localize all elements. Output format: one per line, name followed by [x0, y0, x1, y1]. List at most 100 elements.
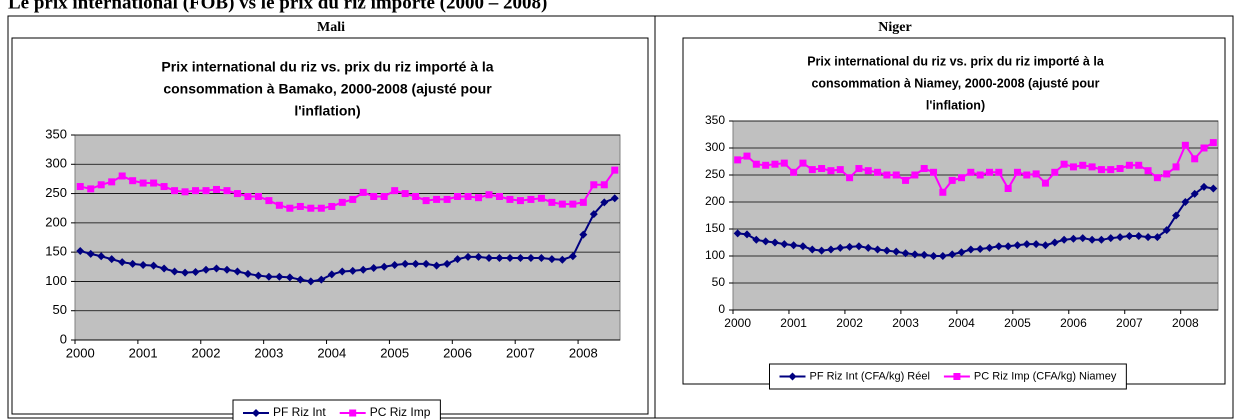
data-point [506, 195, 514, 203]
data-point [1032, 240, 1041, 249]
data-point [128, 259, 137, 268]
data-point [600, 181, 608, 189]
data-point [547, 255, 556, 264]
data-point [827, 167, 835, 175]
data-point [265, 197, 273, 205]
data-point [495, 254, 504, 262]
data-point [349, 195, 357, 203]
data-point [1125, 232, 1134, 241]
data-point [579, 230, 588, 239]
x-tick-label: 2001 [129, 345, 158, 360]
x-tick-label: 2007 [1116, 316, 1143, 330]
data-point [275, 272, 284, 281]
data-point [454, 193, 462, 200]
data-point [883, 171, 891, 179]
data-point [864, 167, 872, 175]
data-point [97, 252, 106, 261]
data-point [1209, 139, 1217, 147]
data-point [1125, 161, 1133, 169]
data-point [743, 152, 751, 160]
data-point [338, 198, 346, 206]
data-point [589, 210, 598, 219]
data-point [87, 185, 95, 193]
chart-title: l'inflation) [926, 98, 985, 112]
data-point [854, 242, 863, 251]
data-point [212, 264, 221, 273]
chart-title: consommation à Bamako, 2000-2008 (ajusté… [163, 81, 492, 97]
data-point [985, 168, 993, 176]
data-point [610, 194, 619, 203]
x-tick-label: 2007 [506, 345, 535, 360]
data-point [474, 252, 483, 261]
y-tick-label: 150 [705, 221, 725, 235]
data-point [484, 254, 493, 262]
data-point [1060, 160, 1068, 168]
data-point [911, 171, 919, 179]
data-point [752, 160, 760, 168]
x-tick-label: 2003 [892, 316, 919, 330]
data-point [1004, 242, 1013, 251]
data-point [422, 259, 431, 268]
plot-area [732, 120, 1219, 311]
data-point [537, 254, 546, 262]
data-point [432, 261, 441, 270]
data-point [505, 254, 514, 262]
legend-label: PC Riz Imp (CFA/kg) Niamey [974, 370, 1117, 382]
y-tick-label: 350 [705, 113, 725, 127]
data-point [780, 240, 789, 249]
data-point [212, 185, 220, 193]
data-point [976, 171, 984, 179]
data-point [1041, 241, 1050, 250]
data-point [464, 252, 473, 261]
data-point [1069, 234, 1078, 243]
data-point [192, 187, 200, 195]
legend-marker [252, 409, 260, 417]
data-point [1163, 170, 1171, 178]
data-point [799, 159, 807, 167]
data-point [160, 183, 168, 191]
data-point [170, 267, 179, 276]
data-point [359, 265, 368, 274]
data-point [1181, 198, 1190, 206]
data-point [317, 204, 325, 212]
data-point [1022, 240, 1031, 249]
data-point [243, 269, 252, 278]
data-point [920, 165, 928, 173]
data-point [306, 277, 315, 286]
data-point [401, 190, 409, 198]
data-point [558, 255, 567, 264]
data-point [985, 243, 994, 252]
data-point [296, 275, 305, 284]
data-point [855, 165, 863, 173]
data-point [957, 248, 966, 257]
data-point [160, 264, 169, 273]
x-tick-label: 2004 [317, 345, 346, 360]
data-point [1097, 166, 1105, 174]
data-point [286, 204, 294, 212]
data-point [948, 176, 956, 184]
data-point [327, 270, 336, 279]
data-point [390, 261, 399, 270]
data-point [76, 183, 84, 191]
data-point [118, 172, 126, 180]
data-point [338, 267, 347, 276]
data-point [181, 188, 189, 196]
data-point [223, 187, 231, 195]
data-point [86, 249, 95, 258]
chart-title: Prix international du riz vs. prix du ri… [161, 59, 493, 75]
y-tick-label: 100 [705, 248, 725, 262]
x-tick-label: 2005 [380, 345, 409, 360]
data-point [516, 197, 524, 205]
data-point [789, 241, 798, 250]
y-tick-label: 200 [45, 214, 67, 229]
data-point [611, 166, 619, 174]
y-tick-label: 50 [712, 275, 726, 289]
data-point [380, 193, 388, 200]
legend-marker [788, 372, 797, 381]
data-point [369, 263, 378, 272]
legend [232, 399, 441, 420]
data-point [359, 188, 367, 196]
x-tick-label: 2003 [254, 345, 283, 360]
data-point [579, 198, 587, 206]
data-point [948, 250, 957, 259]
